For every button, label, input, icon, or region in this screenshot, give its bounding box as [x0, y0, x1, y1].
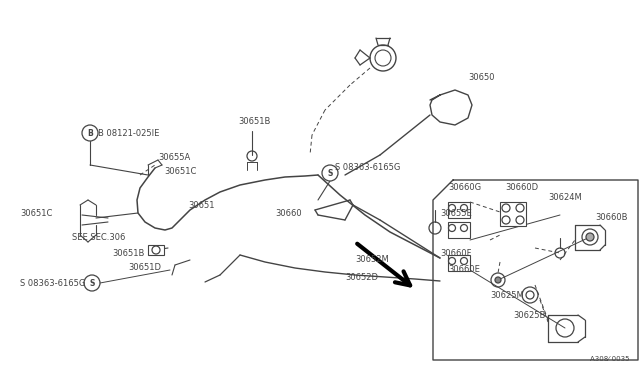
Bar: [448, 255, 470, 271]
Text: SEE SEC.306: SEE SEC.306: [72, 234, 125, 243]
Bar: [448, 202, 470, 218]
Text: S 08363-6165G: S 08363-6165G: [335, 164, 401, 173]
Text: 30651B: 30651B: [112, 248, 145, 257]
Text: 30651B: 30651B: [238, 118, 270, 126]
Text: 30660G: 30660G: [448, 183, 481, 192]
Text: S: S: [90, 279, 95, 288]
Text: 30625M: 30625M: [490, 291, 524, 299]
Text: 30651D: 30651D: [128, 263, 161, 273]
Text: 30624M: 30624M: [548, 193, 582, 202]
Text: 30651: 30651: [188, 201, 214, 209]
Text: 30660D: 30660D: [505, 183, 538, 192]
Text: A308⁄ 0035: A308⁄ 0035: [591, 356, 630, 362]
Text: 30652M: 30652M: [355, 256, 388, 264]
Text: 30652D: 30652D: [345, 273, 378, 282]
Text: 30651C: 30651C: [164, 167, 196, 176]
Circle shape: [495, 277, 501, 283]
Circle shape: [322, 165, 338, 181]
Text: 30650: 30650: [468, 74, 495, 83]
Text: 30655E: 30655E: [440, 208, 472, 218]
Circle shape: [84, 275, 100, 291]
Text: B: B: [87, 128, 93, 138]
Text: 30625B: 30625B: [513, 311, 545, 320]
Circle shape: [375, 50, 391, 66]
Text: S: S: [327, 169, 333, 177]
Text: 30660E: 30660E: [448, 266, 480, 275]
Circle shape: [586, 233, 594, 241]
Bar: [448, 222, 470, 238]
Bar: [148, 245, 164, 255]
Text: 30660: 30660: [275, 208, 301, 218]
Text: 30660B: 30660B: [595, 214, 627, 222]
Text: B 08121-025IE: B 08121-025IE: [98, 128, 159, 138]
Text: S 08363-6165G: S 08363-6165G: [20, 279, 85, 288]
Text: 30651C: 30651C: [20, 208, 52, 218]
Circle shape: [82, 125, 98, 141]
Text: 30660F: 30660F: [440, 248, 472, 257]
Bar: [500, 202, 526, 226]
Text: 30655A: 30655A: [158, 153, 190, 161]
